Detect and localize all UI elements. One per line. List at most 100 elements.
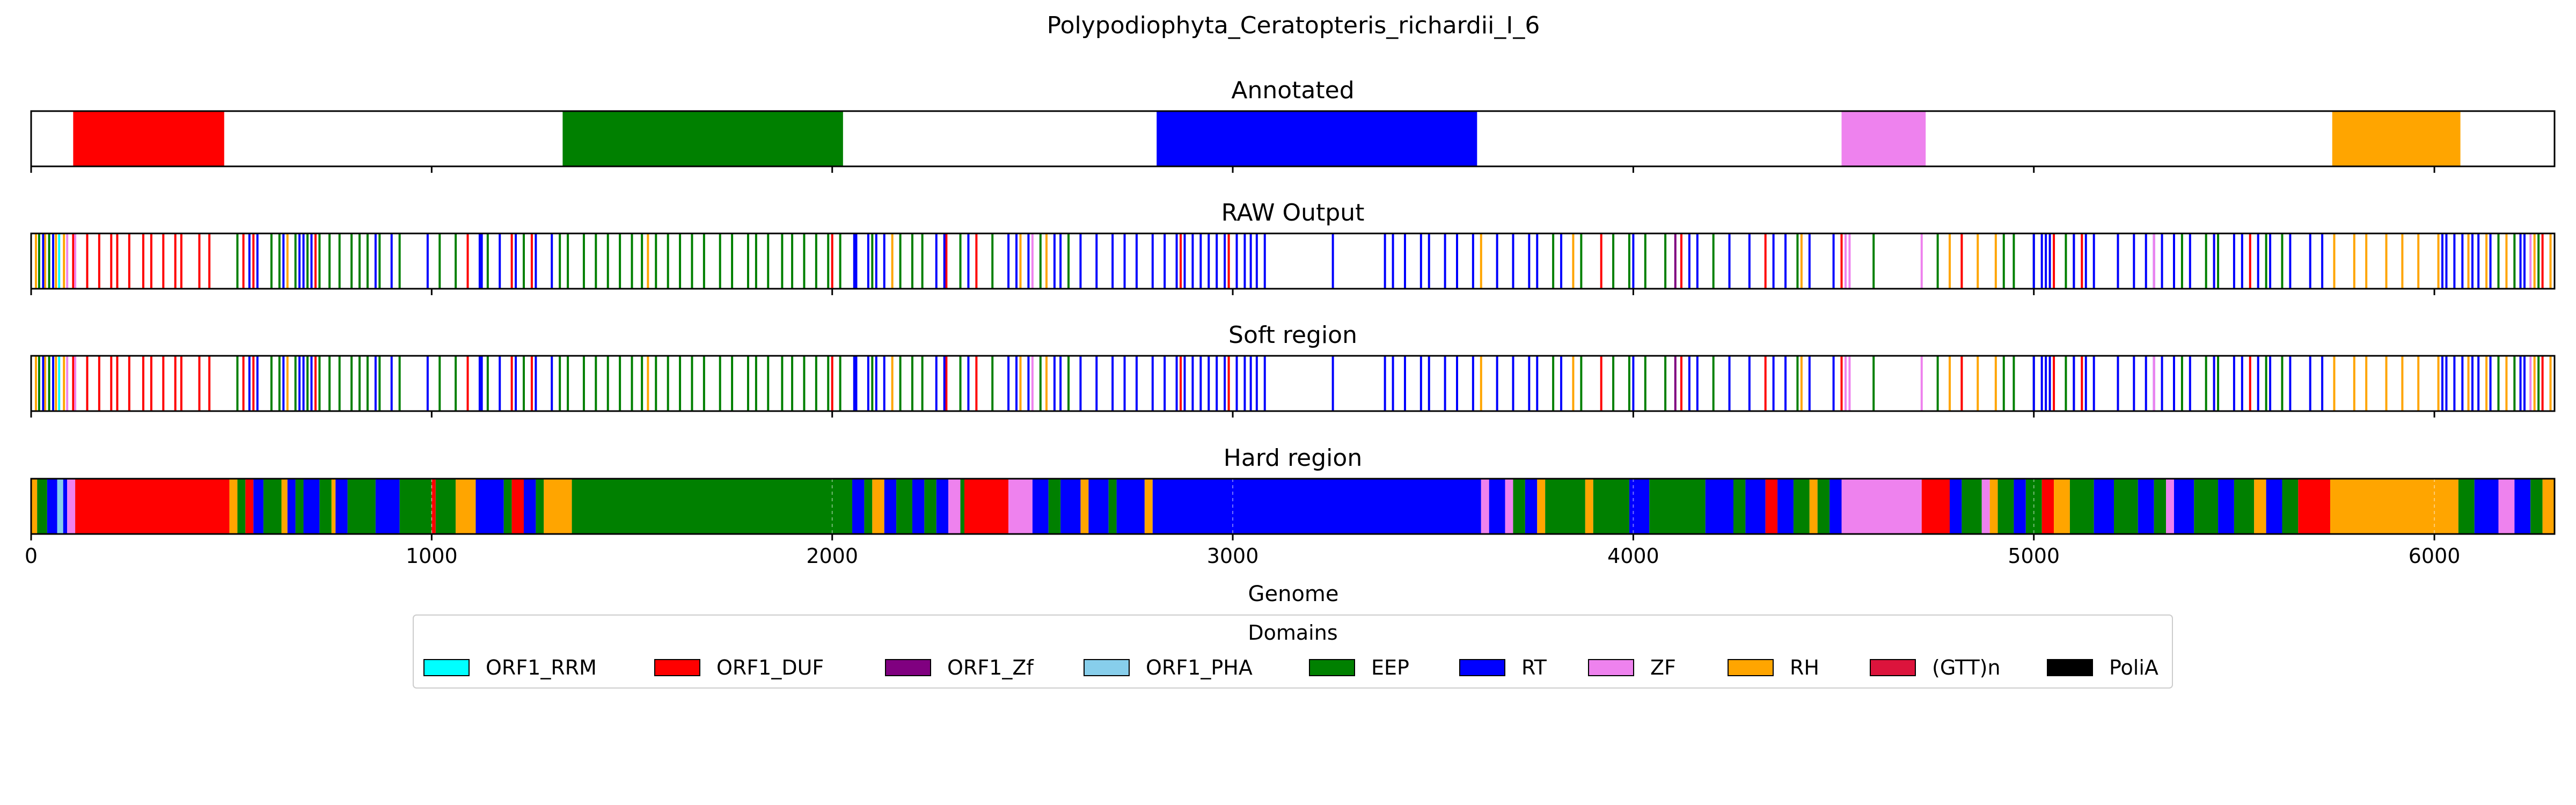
legend: Domains ORF1_RRM ORF1_DUF ORF1_Zf ORF1_PHA E… [413,614,2173,689]
panels: Annotated RAW Output Soft region Hard regio… [30,77,2556,540]
domain-region-rt [912,479,925,534]
domain-region-rh [456,479,476,534]
x-tick-label: 3000 [1207,544,1259,568]
domain-region-eep [237,479,246,534]
domain-region-rt [47,479,57,534]
legend-item-polia: PoliA [2047,656,2158,679]
domain-region-rt [524,479,536,534]
domain-region-rh [281,479,288,534]
legend-swatch [1084,659,1130,676]
domain-region-rh [1144,479,1153,534]
domain-region-rt [1777,479,1794,534]
domain-region-rt [1116,479,1145,534]
domain-region-rt [1950,479,1962,534]
legend-swatch [654,659,700,676]
panel-annotated: Annotated [30,77,2556,173]
domain-region-eep [1649,479,1706,534]
domain-region-eep [2194,479,2219,534]
domain-region-eep [2458,479,2475,534]
legend-label: RH [1790,656,1819,679]
legend-label: ORF1_PHA [1146,656,1253,679]
x-axis-label: Genome [1248,582,1338,606]
domain-region-rt [852,479,865,534]
legend-swatch [1870,659,1916,676]
x-tick-label: 0 [25,544,38,568]
legend-swatch [1728,659,1774,676]
domain-region-zf [2166,479,2174,534]
domain-region-rt [1489,479,1505,534]
domain-region-eep [924,479,936,534]
domain-region-rt [475,479,504,534]
x-tick-label: 1000 [406,544,458,568]
domain-region-rt [2218,479,2234,534]
domain-region-rt [253,479,264,534]
domain-region-rt [1157,111,1477,166]
domain-region-rh [31,479,38,534]
domain-region-rt [1629,479,1650,534]
legend-swatch [2047,659,2093,676]
domain-region-eep [864,479,873,534]
domain-region-rt [2138,479,2154,534]
domain-region-rh [872,479,884,534]
domain-region-eep [960,479,964,534]
domain-region-eep [1545,479,1585,534]
domain-region-orf1-pha [57,479,63,534]
legend-label: (GTT)n [1932,656,2001,679]
domain-region-orf1-duf [511,479,524,534]
domain-region-rt [2514,479,2531,534]
domain-region-orf1-duf [245,479,254,534]
panel-raw-output: RAW Output [30,199,2556,295]
domain-region-eep [2154,479,2167,534]
domain-region-orf1-duf [2041,479,2054,534]
domain-region-rh [229,479,238,534]
domain-region-eep [435,479,456,534]
legend-swatch [423,659,470,676]
legend-label: ZF [1650,656,1676,679]
domain-region-zf [1505,479,1513,534]
domain-region-orf1-duf [964,479,1009,534]
domain-region-rh [1989,479,1998,534]
panel-soft-region: Soft region [30,321,2556,418]
domain-region-zf [948,479,961,534]
legend-title: Domains [1248,621,1337,645]
domain-region-rh [1809,479,1818,534]
domain-region-eep [896,479,912,534]
domain-region-eep [347,479,376,534]
x-tick-label: 2000 [806,544,858,568]
domain-region-eep [1513,479,1525,534]
domain-region-eep [2234,479,2255,534]
legend-label: ORF1_DUF [716,656,824,679]
domain-region-zf [1981,479,1990,534]
domain-region-eep [1593,479,1629,534]
domain-region-rt [1088,479,1109,534]
domain-region-orf1-duf [73,111,224,166]
domain-region-rh [2054,479,2070,534]
x-tick-label: 4000 [1607,544,1659,568]
domain-region-eep [399,479,432,534]
domain-region-eep [572,479,853,534]
legend-item-rh: RH [1728,656,1819,679]
legend-item-orf1-pha: ORF1_PHA [1084,656,1253,679]
domain-region-rt [1829,479,1842,534]
domain-region-eep [1793,479,1810,534]
domain-region-rt [303,479,320,534]
domain-region-rh [1537,479,1546,534]
legend-item-rt: RT [1459,656,1547,679]
domain-region-eep [562,111,843,166]
legend-swatch [1588,659,1634,676]
domain-region-rt [1525,479,1538,534]
domain-region-orf1-duf [2298,479,2331,534]
domain-region-zf [1481,479,1489,534]
domain-region-eep [2114,479,2138,534]
domain-region-eep [503,479,512,534]
domain-region-eep [2069,479,2094,534]
legend-label: ORF1_Zf [947,656,1034,679]
domain-region-rt [2266,479,2282,534]
figure-title: Polypodiophyta_Ceratopteris_richardii_I_… [1047,12,1540,39]
domain-region-orf1-duf [75,479,230,534]
domain-region-eep [536,479,544,534]
domain-region-rh [1585,479,1593,534]
legend-item-orf1-duf: ORF1_DUF [654,656,824,679]
domain-region-eep [2025,479,2042,534]
